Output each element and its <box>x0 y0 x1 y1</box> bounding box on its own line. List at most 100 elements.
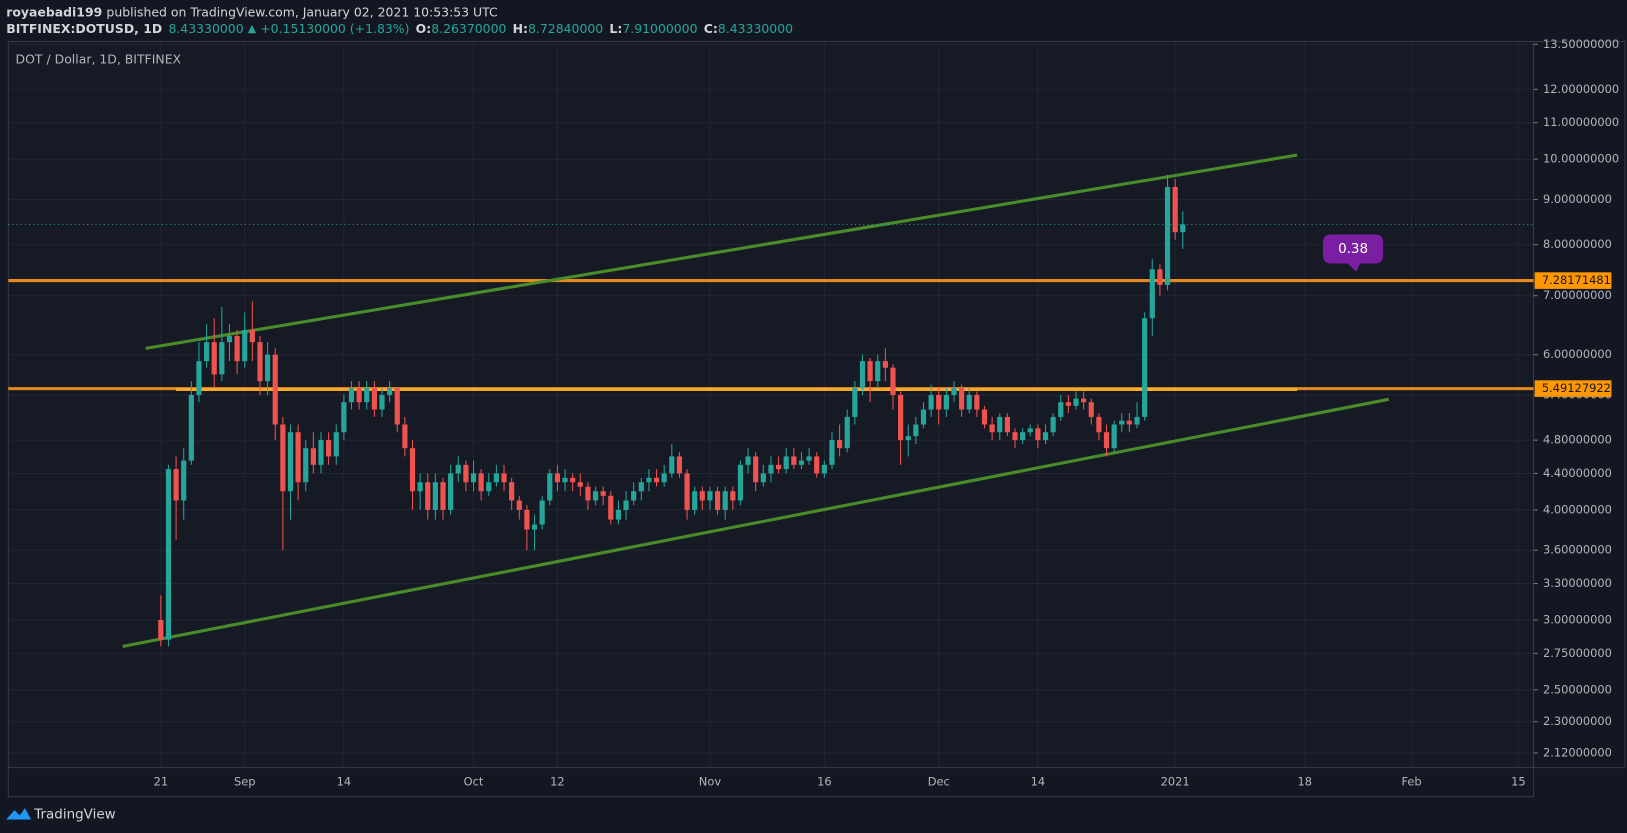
candle-body <box>585 486 591 501</box>
candle-body <box>554 473 561 483</box>
candle-body <box>1142 318 1148 417</box>
candle-body <box>394 388 400 425</box>
x-tick-label: Nov <box>699 775 722 789</box>
candle-body <box>203 342 210 362</box>
x-tick-label: Oct <box>464 775 484 789</box>
candle-body <box>577 482 583 487</box>
candle-body <box>531 524 538 530</box>
logo <box>6 808 32 820</box>
candle-body <box>676 456 683 474</box>
y-tick-label: 7.00000000 <box>1543 288 1612 302</box>
candle-body <box>631 491 637 501</box>
l: 7.91000000 <box>622 21 697 36</box>
candle-body <box>707 491 713 501</box>
candle-body <box>1081 398 1087 403</box>
c: 8.43330000 <box>718 21 793 36</box>
legend-title: DOT / Dollar, 1D, BITFINEX <box>16 52 182 67</box>
candle-body <box>653 477 660 483</box>
candle-body <box>287 432 294 492</box>
y-tick-label: 13.50000000 <box>1543 37 1619 51</box>
y-tick-label: 8.00000000 <box>1543 237 1612 251</box>
candle-body <box>387 388 393 396</box>
candle-body <box>463 464 469 483</box>
symbol: BITFINEX:DOTUSD, 1D <box>6 21 162 36</box>
candle-body <box>379 395 385 410</box>
x-tick-label: 14 <box>1031 775 1046 789</box>
candle-body <box>356 388 362 403</box>
candle-body <box>470 473 477 483</box>
trend-line <box>145 153 1298 350</box>
candle-body <box>905 436 911 441</box>
candle-body <box>882 361 888 368</box>
candle-body <box>432 482 438 510</box>
o-label: O: <box>416 21 432 36</box>
candle-body <box>928 395 934 410</box>
candle-body <box>1157 269 1163 285</box>
candle-body <box>448 473 454 510</box>
h-label: H: <box>513 21 528 36</box>
candle-body <box>295 432 301 483</box>
candle-body <box>409 448 416 492</box>
candle-body <box>638 482 644 492</box>
candle-body <box>920 409 927 425</box>
candle-body <box>1058 402 1064 417</box>
candle-body <box>898 395 904 441</box>
change: +0.15130000 (+1.83%) <box>260 21 409 36</box>
time-axis <box>7 767 1535 798</box>
y-tick-label: 11.00000000 <box>1543 115 1619 129</box>
candle-body <box>829 440 835 465</box>
candle-body <box>981 409 988 425</box>
candle-body <box>326 440 332 457</box>
candle-body <box>280 424 286 492</box>
candle-body <box>1164 186 1171 285</box>
y-tick-label: 2.75000000 <box>1543 646 1612 660</box>
level-label: 5.49127922 <box>1542 381 1611 395</box>
candle-body <box>714 491 721 510</box>
candle-body <box>875 361 881 382</box>
candle-body <box>745 456 751 465</box>
candle-body <box>425 482 431 510</box>
candle-body <box>165 469 172 640</box>
y-tick-label: 4.80000000 <box>1543 433 1612 447</box>
candle-body <box>310 448 316 465</box>
x-tick-label: Sep <box>234 775 256 789</box>
candle-body <box>1111 424 1117 449</box>
candle-body <box>371 388 377 410</box>
candle-body <box>936 395 942 410</box>
candle-body <box>333 432 339 457</box>
x-tick-label: 18 <box>1298 775 1313 789</box>
candle-body <box>478 473 484 492</box>
candle-body <box>341 402 347 433</box>
candle-body <box>547 473 553 501</box>
level-label-box <box>1534 380 1612 397</box>
candle-body <box>265 354 271 382</box>
c-label: C: <box>704 21 718 36</box>
up-arrow <box>247 24 257 34</box>
y-tick-label: 4.40000000 <box>1543 466 1612 480</box>
candle-body <box>768 464 774 474</box>
candle-body <box>989 424 995 433</box>
logo-shape <box>6 808 32 820</box>
y-tick-label: 3.00000000 <box>1543 613 1612 627</box>
l-label: L: <box>609 21 622 36</box>
header-line: royaebadi199 published on TradingView.com… <box>6 4 498 19</box>
candle-body <box>890 367 896 396</box>
candle-body <box>219 342 225 375</box>
candle-body <box>821 464 827 474</box>
candle-body <box>661 473 667 483</box>
y-tick-label: 3.60000000 <box>1543 543 1612 557</box>
candle-body <box>1119 420 1125 425</box>
candle-body <box>1180 224 1186 233</box>
layer: 21 Sep 14 Oct 12 Nov 16 Dec 14 2021 18 Feb 15 13.5000… <box>8 37 1619 789</box>
candle-body <box>1073 398 1079 406</box>
x-tick-label: Dec <box>928 775 950 789</box>
candle-body <box>1020 432 1026 441</box>
o: 8.26370000 <box>431 21 506 36</box>
candle-body <box>974 395 980 410</box>
candle-body <box>844 416 850 449</box>
candle-body <box>173 469 179 501</box>
y-tick-label: 4.00000000 <box>1543 502 1612 516</box>
candle-body <box>646 477 652 483</box>
plot-area <box>7 40 1535 769</box>
